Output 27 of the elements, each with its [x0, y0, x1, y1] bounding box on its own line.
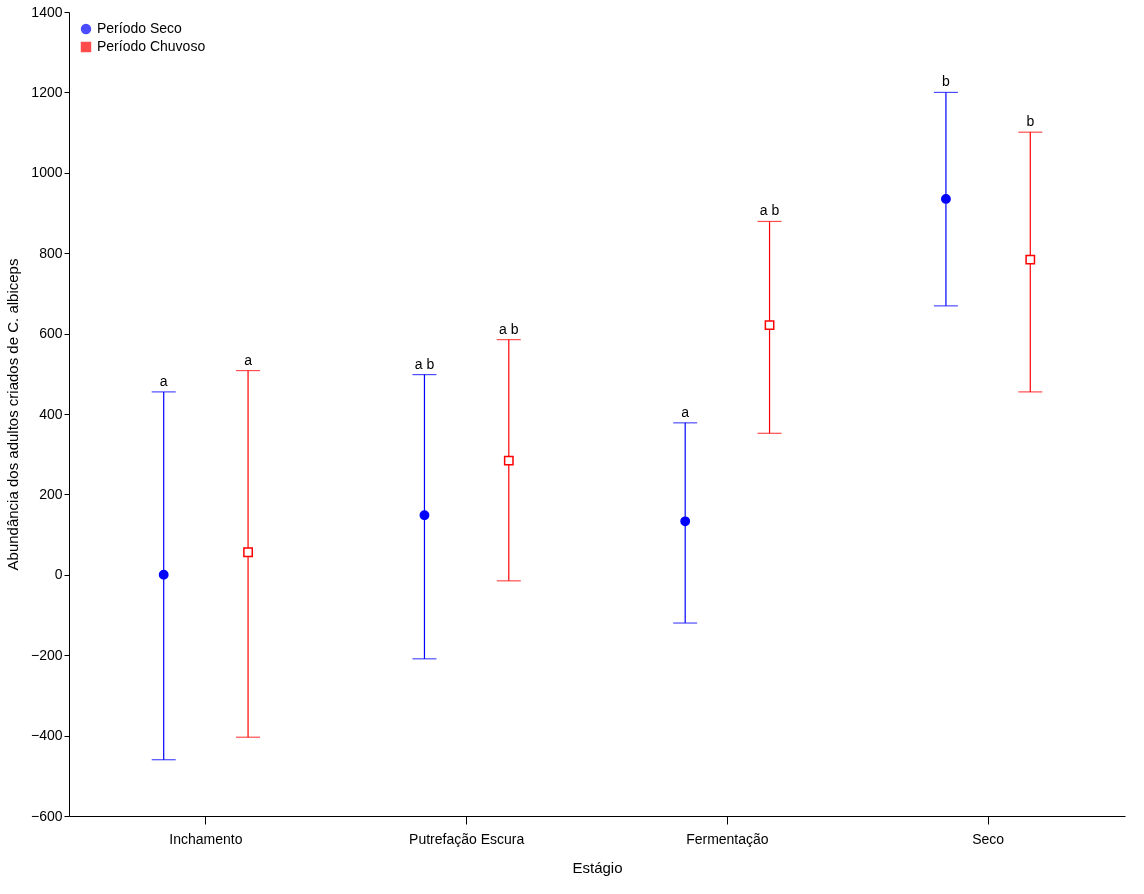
y-tick-label: −600 — [30, 807, 63, 824]
y-tick-label: 400 — [39, 405, 63, 422]
annotation: a — [159, 372, 168, 389]
x-tick-label: Seco — [972, 830, 1005, 847]
x-tick-label: Putrefação Escura — [409, 830, 525, 847]
legend-label: Período Seco — [97, 20, 183, 36]
y-tick-label: −200 — [30, 646, 63, 663]
annotation: a — [681, 403, 690, 420]
y-tick-label: 800 — [39, 244, 63, 261]
x-axis-title: Estágio — [572, 858, 623, 876]
annotation: b — [1026, 113, 1035, 130]
y-tick-label: −400 — [30, 727, 63, 744]
legend-label: Período Chuvoso — [97, 38, 206, 54]
y-tick-label: 1400 — [31, 3, 63, 20]
y-tick-label: 600 — [39, 325, 63, 342]
y-tick-label: 1200 — [31, 83, 63, 100]
y-tick-label: 200 — [39, 485, 63, 502]
annotation: a b — [499, 320, 519, 337]
annotation: b — [942, 73, 951, 90]
x-tick-label: Inchamento — [169, 830, 243, 847]
annotation: a b — [759, 202, 780, 219]
y-axis-title: Abundância dos adultos criados de C. albiceps — [3, 258, 21, 571]
x-tick-label: Fermentação — [686, 830, 769, 847]
y-tick-label: 1000 — [31, 164, 63, 181]
annotation: a — [244, 351, 253, 368]
annotation: a b — [414, 355, 435, 372]
y-tick-label: 0 — [54, 566, 63, 583]
